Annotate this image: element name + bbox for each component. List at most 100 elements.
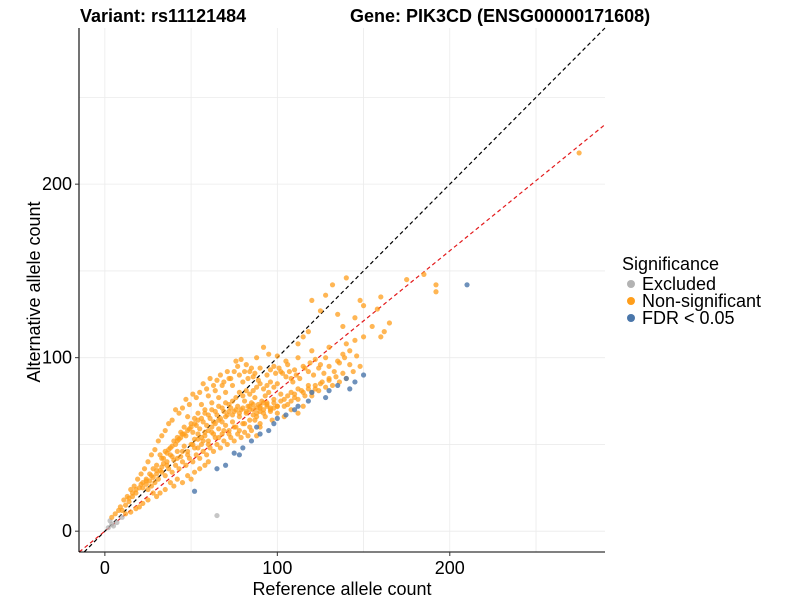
y-tick-label: 200 [42, 174, 72, 194]
point-fdr-0-05 [271, 421, 277, 427]
point-non-significant [190, 441, 196, 448]
point-non-significant [150, 490, 156, 496]
point-non-significant [260, 344, 267, 350]
point-non-significant [193, 452, 199, 458]
point-non-significant [316, 388, 322, 394]
point-non-significant [135, 476, 141, 482]
point-non-significant [148, 473, 155, 479]
point-non-significant [238, 356, 244, 363]
point-non-significant [167, 479, 174, 486]
point-non-significant [129, 490, 136, 496]
legend-label-excluded: Excluded [642, 274, 716, 294]
point-non-significant [233, 358, 239, 364]
point-non-significant [236, 389, 242, 395]
point-fdr-0-05 [231, 450, 237, 456]
point-non-significant [266, 389, 272, 395]
point-non-significant [162, 427, 168, 434]
point-non-significant [188, 476, 194, 482]
point-fdr-0-05 [254, 424, 260, 430]
point-non-significant [193, 394, 199, 401]
reference-line-fit [78, 124, 606, 553]
point-non-significant [257, 421, 263, 427]
point-non-significant [360, 334, 367, 340]
point-non-significant [352, 315, 358, 321]
point-non-significant [285, 393, 291, 399]
point-non-significant [260, 386, 267, 392]
point-non-significant [231, 424, 237, 430]
point-non-significant [185, 427, 191, 434]
point-non-significant [205, 427, 211, 434]
point-non-significant [433, 289, 439, 295]
legend-swatch-non-significant [627, 297, 635, 305]
point-non-significant [155, 438, 161, 444]
point-non-significant [310, 372, 317, 378]
point-non-significant [166, 421, 172, 427]
point-non-significant [236, 427, 242, 434]
point-non-significant [319, 379, 325, 385]
point-non-significant [326, 377, 332, 383]
point-non-significant [271, 400, 277, 406]
x-tick-label: 200 [435, 558, 465, 578]
point-non-significant [257, 408, 263, 415]
point-non-significant [122, 502, 129, 508]
point-non-significant [174, 448, 180, 454]
point-non-significant [255, 377, 261, 383]
point-non-significant [267, 367, 274, 373]
point-non-significant [152, 447, 158, 453]
point-fdr-0-05 [291, 407, 298, 413]
point-non-significant [247, 403, 253, 409]
point-non-significant [323, 355, 329, 361]
point-non-significant [159, 469, 165, 475]
point-non-significant [404, 276, 410, 283]
point-non-significant [169, 443, 175, 449]
point-non-significant [257, 365, 263, 371]
y-tick-label: 100 [42, 348, 72, 368]
point-non-significant [154, 493, 160, 500]
point-non-significant [278, 398, 284, 404]
point-non-significant [250, 412, 256, 418]
point-fdr-0-05 [248, 438, 255, 444]
point-non-significant [148, 452, 155, 458]
point-excluded [114, 519, 120, 526]
y-axis-label: Alternative allele count [24, 201, 44, 382]
point-non-significant [204, 452, 210, 458]
point-non-significant [295, 355, 301, 361]
point-non-significant [174, 455, 180, 461]
point-non-significant [321, 370, 327, 376]
point-non-significant [205, 393, 211, 399]
point-non-significant [240, 379, 246, 385]
point-non-significant [197, 455, 203, 461]
point-non-significant [212, 388, 218, 394]
point-non-significant [190, 391, 196, 397]
point-non-significant [307, 360, 313, 366]
point-non-significant [305, 386, 311, 392]
x-tick-label: 0 [100, 558, 110, 578]
point-non-significant [309, 297, 315, 304]
point-non-significant [116, 507, 122, 513]
point-non-significant [347, 362, 353, 368]
point-non-significant [317, 308, 324, 314]
point-non-significant [238, 434, 244, 441]
point-non-significant [210, 382, 217, 389]
point-non-significant [226, 408, 232, 415]
point-non-significant [212, 421, 218, 427]
point-non-significant [333, 374, 339, 380]
point-non-significant [179, 405, 186, 411]
point-non-significant [240, 393, 246, 399]
legend-label-non-significant: Non-significant [642, 291, 761, 311]
point-non-significant [386, 320, 393, 326]
point-non-significant [241, 421, 248, 427]
point-non-significant [226, 431, 232, 437]
point-non-significant [331, 368, 337, 375]
point-non-significant [252, 370, 258, 376]
point-non-significant [241, 368, 248, 375]
point-non-significant [181, 431, 187, 437]
point-non-significant [264, 403, 270, 409]
point-non-significant [181, 424, 187, 430]
legend: Significance Excluded Non-significant FD… [622, 254, 761, 328]
point-non-significant [231, 438, 237, 444]
x-tick-label: 100 [262, 558, 292, 578]
point-non-significant [195, 410, 201, 416]
point-non-significant [243, 362, 249, 368]
point-non-significant [221, 427, 227, 434]
